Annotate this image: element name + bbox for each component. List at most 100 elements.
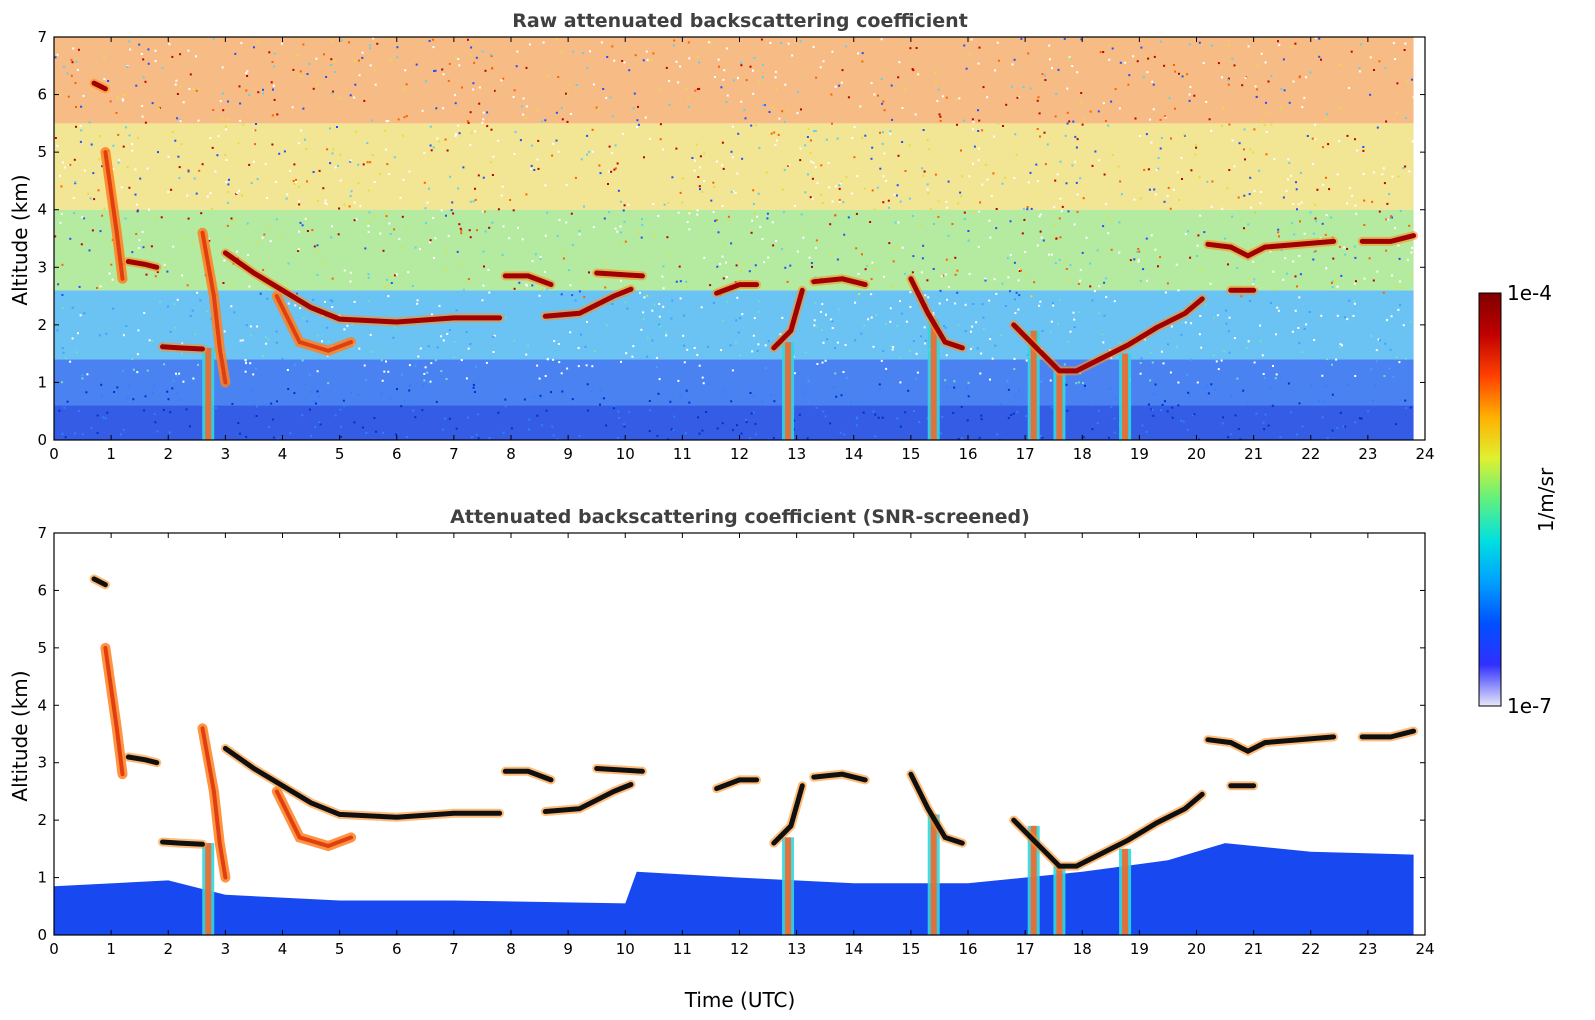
noise-speck [309, 390, 312, 393]
noise-speck [1287, 382, 1290, 385]
noise-speck [217, 135, 220, 138]
noise-speck [892, 245, 895, 248]
noise-speck [1048, 44, 1051, 47]
cloud-layer [222, 250, 503, 325]
noise-speck [1188, 43, 1191, 46]
noise-speck [1182, 420, 1185, 423]
noise-speck [753, 57, 756, 59]
noise-speck [716, 160, 718, 163]
noise-speck [227, 183, 230, 186]
noise-speck [1020, 404, 1023, 407]
noise-speck [881, 142, 884, 145]
noise-speck [521, 238, 524, 241]
noise-speck [1079, 177, 1082, 180]
cloud-layer [1359, 728, 1417, 740]
noise-speck [353, 96, 356, 99]
noise-speck [1386, 218, 1389, 221]
noise-speck [1118, 251, 1121, 254]
noise-speck [1311, 137, 1314, 140]
noise-speck [96, 287, 98, 289]
noise-speck [1314, 217, 1317, 220]
noise-speck [1297, 203, 1300, 206]
noise-speck [811, 265, 813, 268]
noise-speck [387, 119, 390, 122]
noise-speck [253, 46, 255, 49]
noise-speck [612, 407, 615, 410]
noise-speck [504, 405, 507, 408]
noise-speck [104, 417, 107, 420]
noise-speck [436, 346, 439, 349]
noise-speck [161, 67, 164, 69]
noise-speck [584, 345, 587, 348]
noise-speck [1255, 95, 1258, 98]
noise-speck [1195, 143, 1198, 146]
noise-speck [314, 426, 317, 428]
noise-speck [80, 129, 83, 132]
noise-speck [469, 143, 472, 146]
noise-speck [1014, 394, 1017, 397]
noise-speck [331, 92, 334, 95]
noise-speck [1292, 260, 1295, 263]
noise-speck [688, 57, 691, 60]
noise-speck [753, 317, 756, 320]
noise-speck [534, 253, 537, 256]
noise-speck [474, 130, 477, 133]
x-axis-ticks: 0 1 2 3 4 5 6 7 8 9 10 11 12 13 14 15 16 17 18 19 20 21 22 23 24 [49, 533, 1435, 958]
noise-speck [643, 296, 646, 299]
x-tick-label: 0 [49, 445, 59, 463]
noise-speck [774, 70, 777, 73]
noise-speck [966, 419, 969, 422]
noise-speck [698, 185, 701, 188]
noise-speck [154, 215, 157, 218]
noise-speck [1161, 403, 1164, 406]
noise-speck [169, 411, 172, 414]
noise-speck [469, 343, 472, 345]
noise-speck [734, 191, 737, 194]
noise-speck [154, 275, 157, 278]
noise-speck [228, 178, 230, 181]
noise-speck [552, 358, 555, 361]
noise-speck [353, 300, 356, 303]
noise-speck [942, 274, 945, 277]
noise-speck [61, 347, 64, 350]
noise-speck [348, 41, 350, 44]
noise-speck [870, 82, 873, 85]
noise-speck [61, 263, 64, 266]
noise-speck [187, 169, 190, 172]
noise-speck [222, 92, 225, 95]
noise-speck [995, 227, 998, 230]
panel-title: Raw attenuated backscattering coefficien… [512, 10, 968, 32]
noise-speck [1040, 380, 1043, 383]
noise-speck [1287, 158, 1290, 161]
noise-speck [355, 218, 358, 221]
noise-speck [655, 366, 658, 368]
noise-speck [1369, 56, 1372, 59]
noise-speck [1164, 115, 1167, 118]
noise-speck [265, 342, 268, 345]
noise-speck [1322, 146, 1324, 149]
noise-speck [1378, 60, 1381, 63]
noise-speck [686, 221, 689, 223]
noise-speck [1186, 373, 1189, 376]
noise-speck [459, 227, 462, 230]
noise-speck [126, 166, 129, 168]
noise-speck [1339, 63, 1342, 66]
noise-speck [940, 275, 943, 278]
noise-speck [1354, 138, 1356, 141]
noise-speck [708, 41, 710, 44]
noise-speck [1397, 175, 1400, 178]
noise-speck [1076, 71, 1079, 74]
noise-speck [502, 77, 505, 80]
noise-speck [1203, 231, 1206, 234]
noise-speck [69, 163, 72, 166]
noise-speck [840, 394, 843, 397]
noise-speck [1154, 248, 1157, 251]
noise-speck [1140, 357, 1143, 360]
noise-speck [326, 148, 329, 151]
noise-speck [474, 187, 476, 190]
noise-speck [1134, 117, 1137, 120]
noise-speck [452, 212, 455, 215]
noise-speck [1186, 73, 1189, 76]
colorbar: 1e-4 1e-7 1/m/sr [1478, 281, 1558, 718]
noise-speck [988, 219, 991, 222]
